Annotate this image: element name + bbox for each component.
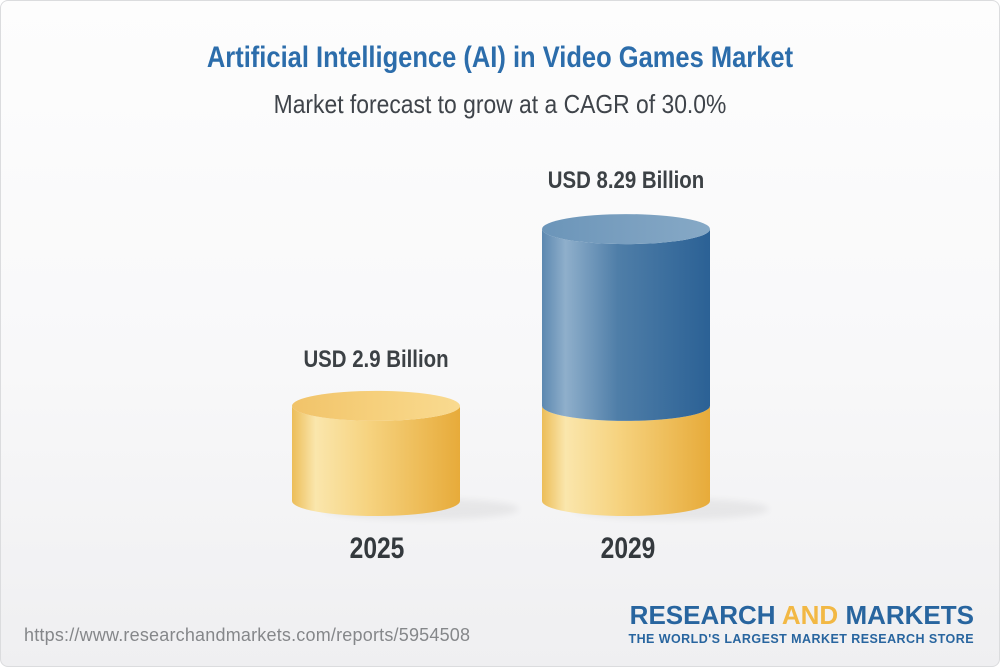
brand-word-markets: MARKETS	[845, 600, 974, 630]
brand-word-and: AND	[781, 600, 839, 630]
chart-title: Artificial Intelligence (AI) in Video Ga…	[206, 41, 794, 74]
value-label-2029: USD 8.29 Billion	[547, 167, 705, 194]
value-label-2025: USD 2.9 Billion	[303, 346, 449, 373]
brand-tagline: THE WORLD'S LARGEST MARKET RESEARCH STOR…	[628, 631, 974, 646]
brand-logo-wordmark: RESEARCH AND MARKETS	[628, 601, 974, 630]
report-url: https://www.researchandmarkets.com/repor…	[24, 625, 471, 645]
chart-subtitle: Market forecast to grow at a CAGR of 30.…	[273, 89, 727, 119]
year-label-2025: 2025	[349, 532, 405, 565]
brand-logo: RESEARCH AND MARKETS THE WORLD'S LARGEST…	[628, 601, 974, 646]
year-label-2029: 2029	[600, 532, 656, 565]
brand-word-research: RESEARCH	[629, 600, 776, 630]
